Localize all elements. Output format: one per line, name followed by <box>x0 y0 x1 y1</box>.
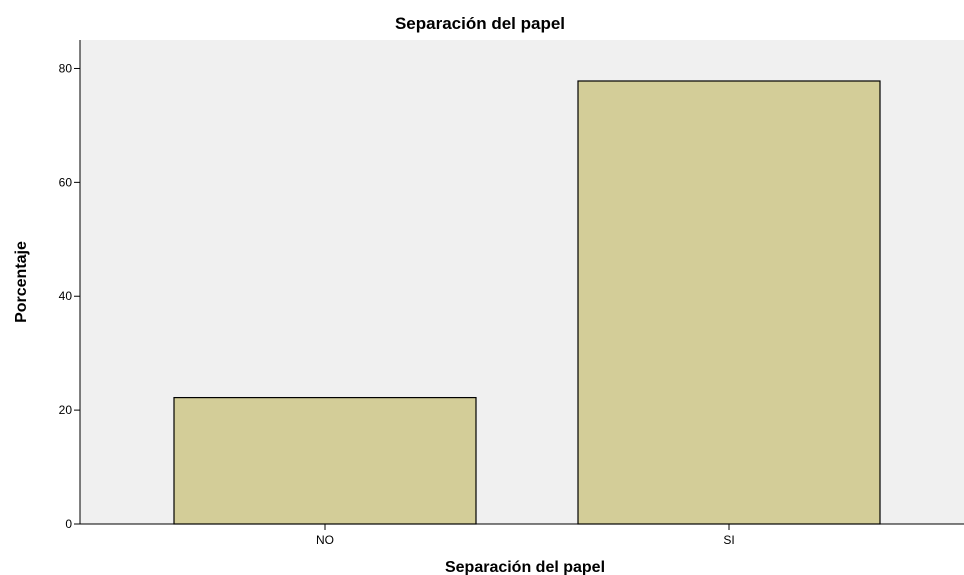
bar-si <box>577 80 881 525</box>
x-tick-label-no: NO <box>316 533 334 547</box>
x-axis: NO SI <box>80 523 964 547</box>
y-tick-label: 0 <box>65 517 72 531</box>
x-tick-label-si: SI <box>723 533 734 547</box>
bar-no <box>173 396 477 525</box>
y-tick-label: 40 <box>59 289 73 303</box>
y-tick-label: 20 <box>59 403 73 417</box>
x-axis-title: Separación del papel <box>445 559 605 575</box>
bars-group <box>173 80 881 525</box>
y-tick-label: 60 <box>59 175 73 189</box>
chart-title: Separación del papel <box>395 14 565 33</box>
y-axis-title: Porcentaje <box>13 241 30 323</box>
y-axis: 0 20 40 60 80 <box>59 40 81 531</box>
y-tick-label: 80 <box>59 61 73 75</box>
